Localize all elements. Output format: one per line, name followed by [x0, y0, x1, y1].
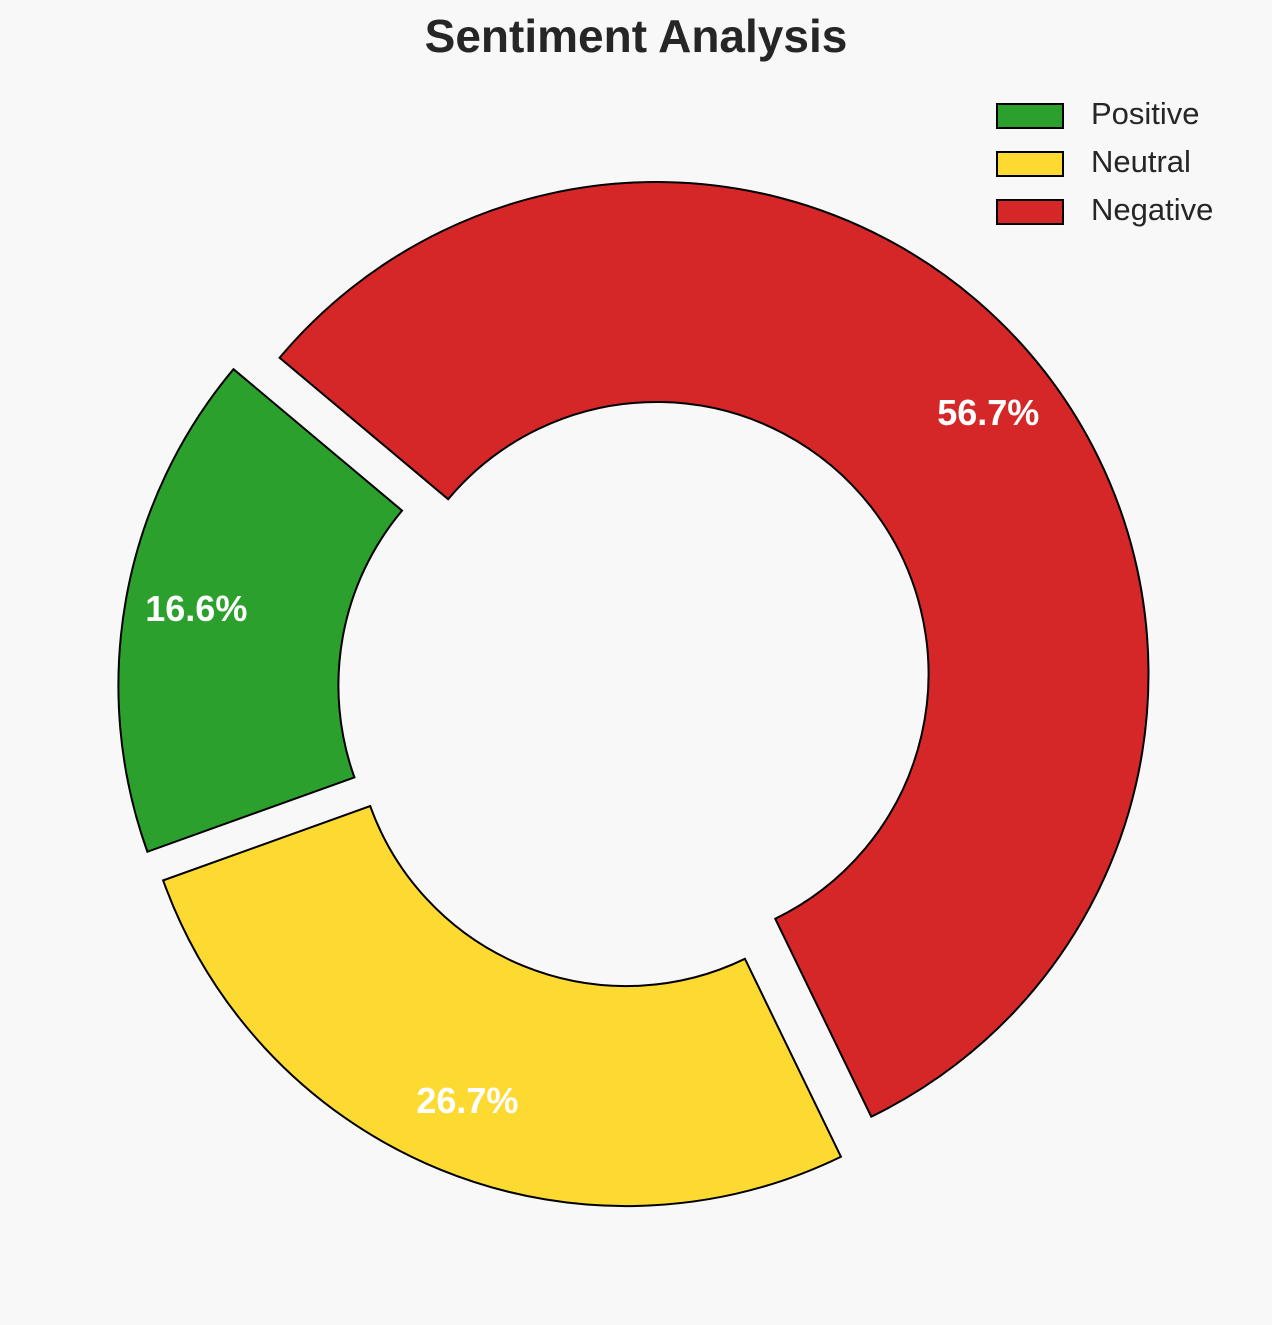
value-label: 26.7% — [416, 1080, 518, 1121]
wedge — [117, 367, 404, 854]
value-label: 16.6% — [145, 588, 247, 629]
legend-label: Neutral — [1091, 144, 1191, 179]
wedge — [278, 181, 1150, 1119]
legend-swatch — [996, 199, 1064, 225]
legend-label: Negative — [1091, 192, 1213, 227]
chart-title: Sentiment Analysis — [425, 10, 848, 62]
wedge — [161, 804, 843, 1208]
value-label: 56.7% — [937, 392, 1039, 433]
legend-swatch — [996, 103, 1064, 129]
legend-swatch — [996, 151, 1064, 177]
legend-label: Positive — [1091, 96, 1200, 131]
